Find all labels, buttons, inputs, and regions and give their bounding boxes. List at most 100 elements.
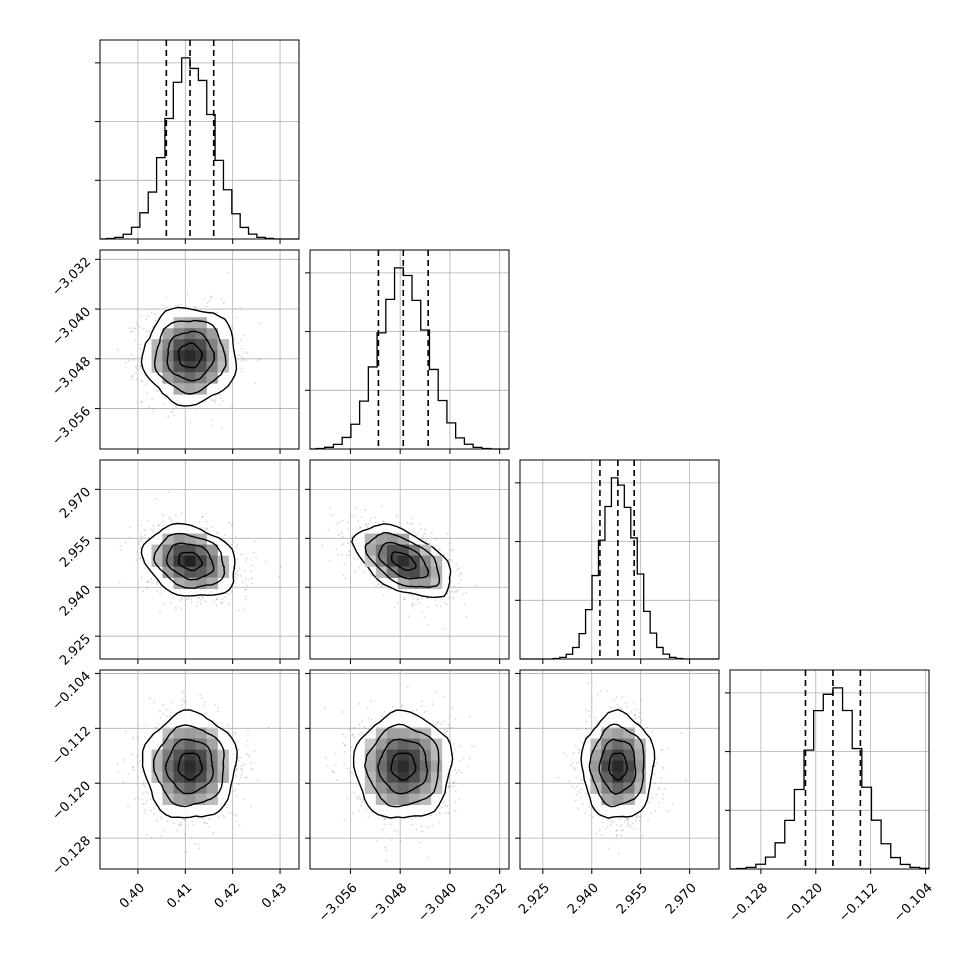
scatter-point <box>451 590 453 593</box>
scatter-point <box>146 587 148 590</box>
scatter-point <box>620 834 623 837</box>
density-block <box>430 760 443 772</box>
scatter-point <box>136 738 139 741</box>
scatter-point <box>424 539 427 542</box>
density-block <box>364 738 377 750</box>
scatter-point <box>634 717 637 720</box>
scatter-point <box>411 522 414 525</box>
scatter-point <box>240 774 243 776</box>
scatter-point <box>237 570 239 573</box>
scatter-point <box>374 516 376 518</box>
scatter-point <box>247 754 249 756</box>
contour-0 <box>390 551 417 572</box>
scatter-point <box>595 833 597 835</box>
density-block <box>184 727 196 739</box>
scatter-point <box>147 581 150 583</box>
density-block <box>386 793 399 805</box>
scatter-point <box>384 846 387 849</box>
scatter-point <box>167 415 170 418</box>
density-block <box>430 555 443 567</box>
density-block <box>162 566 174 578</box>
scatter-point <box>654 810 657 813</box>
scatter-point <box>364 727 367 730</box>
scatter-point <box>353 736 356 739</box>
scatter-point <box>657 787 660 790</box>
scatter-point <box>226 724 229 727</box>
density-block <box>173 317 185 329</box>
scatter-point <box>249 762 252 764</box>
scatter-point <box>143 724 145 727</box>
density-block <box>386 738 399 750</box>
scatter-point <box>198 847 201 850</box>
scatter-point <box>647 819 649 821</box>
density-block <box>364 771 377 783</box>
scatter-point <box>145 383 148 386</box>
scatter-point <box>149 836 152 839</box>
scatter-point <box>143 534 146 536</box>
density-block <box>195 727 207 739</box>
scatter-point <box>143 780 145 782</box>
scatter-point <box>145 800 148 802</box>
density-block <box>375 760 388 772</box>
scatter-point <box>585 728 588 731</box>
scatter-point <box>427 826 430 829</box>
scatter-point <box>342 543 345 545</box>
scatter-point <box>601 821 604 824</box>
density-block <box>162 328 174 340</box>
scatter-point <box>233 790 236 792</box>
scatter-point <box>453 591 456 593</box>
scatter-point <box>238 824 241 826</box>
contour-1 <box>165 542 215 581</box>
scatter-point <box>606 826 609 828</box>
density-block <box>162 749 174 761</box>
density-block <box>386 760 399 772</box>
scatter-point <box>140 400 143 403</box>
scatter-point <box>454 800 457 803</box>
scatter-point <box>343 818 346 821</box>
scatter-point <box>416 709 418 712</box>
scatter-point <box>234 731 237 734</box>
scatter-point <box>243 570 246 573</box>
scatter-point <box>623 820 626 823</box>
scatter-point <box>474 745 477 748</box>
scatter-point <box>439 548 441 551</box>
density-block <box>364 749 377 761</box>
scatter-point <box>348 728 351 731</box>
density-block <box>430 566 443 578</box>
density-block <box>173 771 185 783</box>
scatter-point <box>213 600 216 603</box>
scatter-point <box>220 298 223 301</box>
scatter-point <box>235 535 237 538</box>
scatter-point <box>440 598 443 601</box>
scatter-point <box>402 598 405 601</box>
scatter-point <box>185 851 188 853</box>
density-block <box>173 738 185 750</box>
scatter-point <box>627 818 630 821</box>
scatter-point <box>184 833 187 835</box>
scatter-point <box>632 701 635 704</box>
scatter-point <box>573 787 576 790</box>
scatter-point <box>223 301 225 304</box>
scatter-point <box>454 790 457 793</box>
scatter-point <box>134 327 137 330</box>
scatter-point <box>136 368 139 370</box>
scatter-point <box>449 740 452 742</box>
scatter-point <box>370 718 373 721</box>
scatter-point <box>439 812 441 815</box>
density-block <box>419 738 432 750</box>
scatter-point <box>246 584 249 587</box>
scatter-point <box>355 506 357 509</box>
scatter-point <box>389 823 392 826</box>
scatter-point <box>392 705 394 708</box>
scatter-point <box>354 570 356 573</box>
scatter-point <box>633 827 636 830</box>
scatter-point <box>116 763 119 765</box>
scatter-point <box>127 773 130 775</box>
scatter-point <box>443 554 445 556</box>
scatter-point <box>254 382 256 385</box>
density-block <box>386 566 399 578</box>
density-block <box>162 727 174 739</box>
scatter-point <box>180 821 182 824</box>
scatter-point <box>355 796 358 799</box>
density-block <box>195 383 207 395</box>
